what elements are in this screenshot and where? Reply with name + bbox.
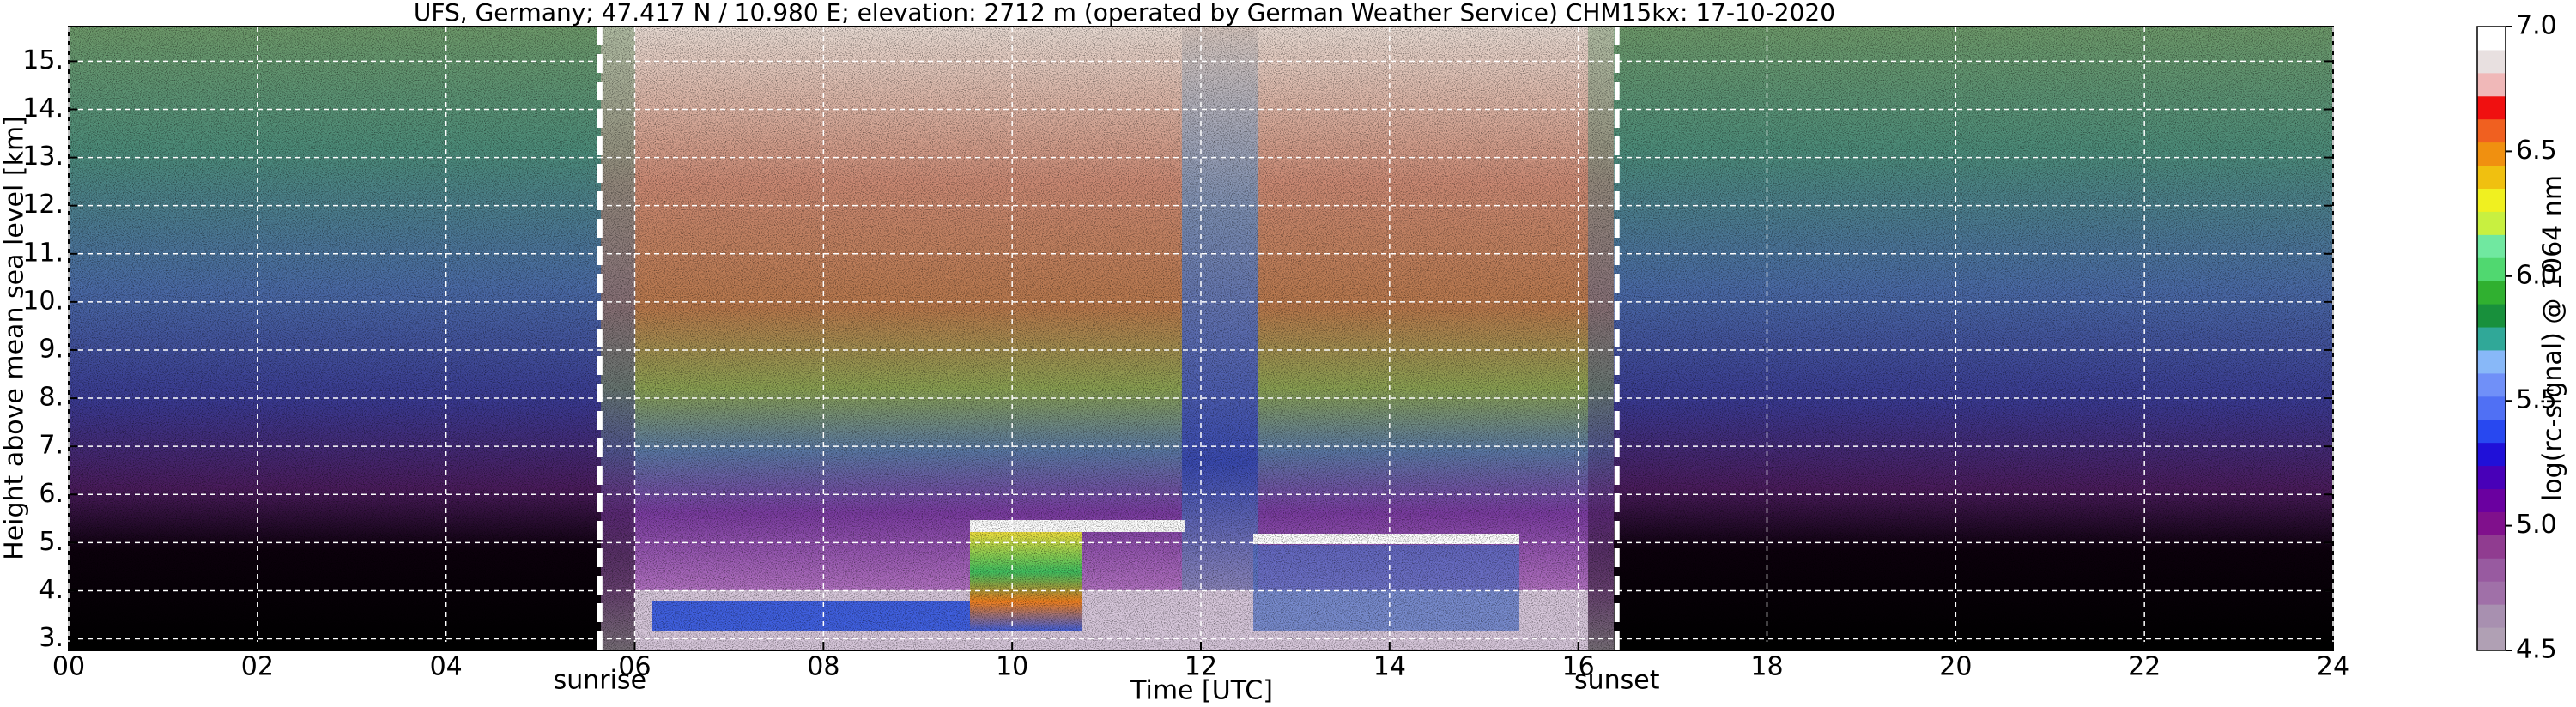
x-tick-label: 18	[1750, 652, 1783, 682]
x-tick-label: 22	[2128, 652, 2161, 682]
colorbar-label: log(rc-signal) @ 1064 nm	[2538, 175, 2568, 501]
colorbar-band	[2477, 604, 2506, 628]
x-tick-label: 06	[618, 652, 651, 682]
y-tick-label: 7.	[39, 431, 64, 461]
colorbar-band	[2477, 511, 2506, 535]
x-tick-label: 20	[1939, 652, 1972, 682]
y-tick-label: 5.	[39, 527, 64, 557]
y-tick-label: 8.	[39, 383, 64, 413]
colorbar-band	[2477, 257, 2506, 281]
colorbar-tick-label: 4.5	[2516, 635, 2557, 665]
x-tick-label: 04	[430, 652, 463, 682]
colorbar-band	[2477, 27, 2506, 51]
x-tick-label: 12	[1185, 652, 1217, 682]
y-tick-label: 15.	[22, 45, 64, 76]
colorbar-band	[2477, 349, 2506, 374]
chart-title: UFS, Germany; 47.417 N / 10.980 E; eleva…	[414, 0, 1835, 27]
colorbar-band	[2477, 535, 2506, 559]
y-tick-label: 12.	[22, 190, 64, 220]
colorbar-band	[2477, 49, 2506, 74]
colorbar-band	[2477, 558, 2506, 582]
colorbar-band	[2477, 165, 2506, 189]
y-axis-label: Height above mean sea level [km]	[0, 116, 30, 560]
colorbar-tick-label: 5.5	[2516, 385, 2557, 415]
x-tick-label: 16	[1562, 652, 1595, 682]
colorbar-band	[2477, 488, 2506, 512]
colorbar-tick-label: 7.0	[2516, 11, 2557, 41]
x-tick-label: 08	[807, 652, 839, 682]
sun-label: sunset	[1574, 666, 1660, 696]
colorbar-band	[2477, 327, 2506, 351]
colorbar-band	[2477, 95, 2506, 120]
sun-label: sunrise	[554, 666, 646, 696]
colorbar-tick-label: 6.5	[2516, 136, 2557, 166]
x-tick-label: 14	[1373, 652, 1406, 682]
colorbar-band	[2477, 142, 2506, 166]
colorbar-band	[2477, 234, 2506, 258]
colorbar-band	[2477, 304, 2506, 328]
colorbar-band	[2477, 72, 2506, 97]
colorbar-band	[2477, 419, 2506, 444]
y-tick-label: 13.	[22, 142, 64, 172]
colorbar-frame	[2476, 26, 2506, 651]
x-tick-label: 10	[996, 652, 1028, 682]
x-axis-label: Time [UTC]	[1130, 676, 1273, 706]
y-tick-label: 6.	[39, 479, 64, 509]
y-tick-label: 4.	[39, 575, 64, 605]
colorbar-band	[2477, 188, 2506, 212]
y-tick-label: 9.	[39, 334, 64, 364]
colorbar-band	[2477, 581, 2506, 605]
colorbar-band	[2477, 442, 2506, 467]
colorbar-band	[2477, 627, 2506, 651]
y-tick-label: 3.	[39, 623, 64, 653]
colorbar-band	[2477, 281, 2506, 305]
colorbar-band	[2477, 211, 2506, 235]
colorbar-band	[2477, 396, 2506, 420]
colorbar-tick-label: 6.0	[2516, 260, 2557, 290]
colorbar-band	[2477, 465, 2506, 490]
colorbar-tick-label: 5.0	[2516, 510, 2557, 540]
x-tick-label: 02	[241, 652, 274, 682]
colorbar-band	[2477, 118, 2506, 143]
x-tick-label: 00	[52, 652, 85, 682]
colorbar-band	[2477, 372, 2506, 397]
y-tick-label: 14.	[22, 94, 64, 124]
y-tick-label: 10.	[22, 286, 64, 316]
x-tick-label: 24	[2317, 652, 2349, 682]
y-tick-label: 11.	[22, 238, 64, 268]
